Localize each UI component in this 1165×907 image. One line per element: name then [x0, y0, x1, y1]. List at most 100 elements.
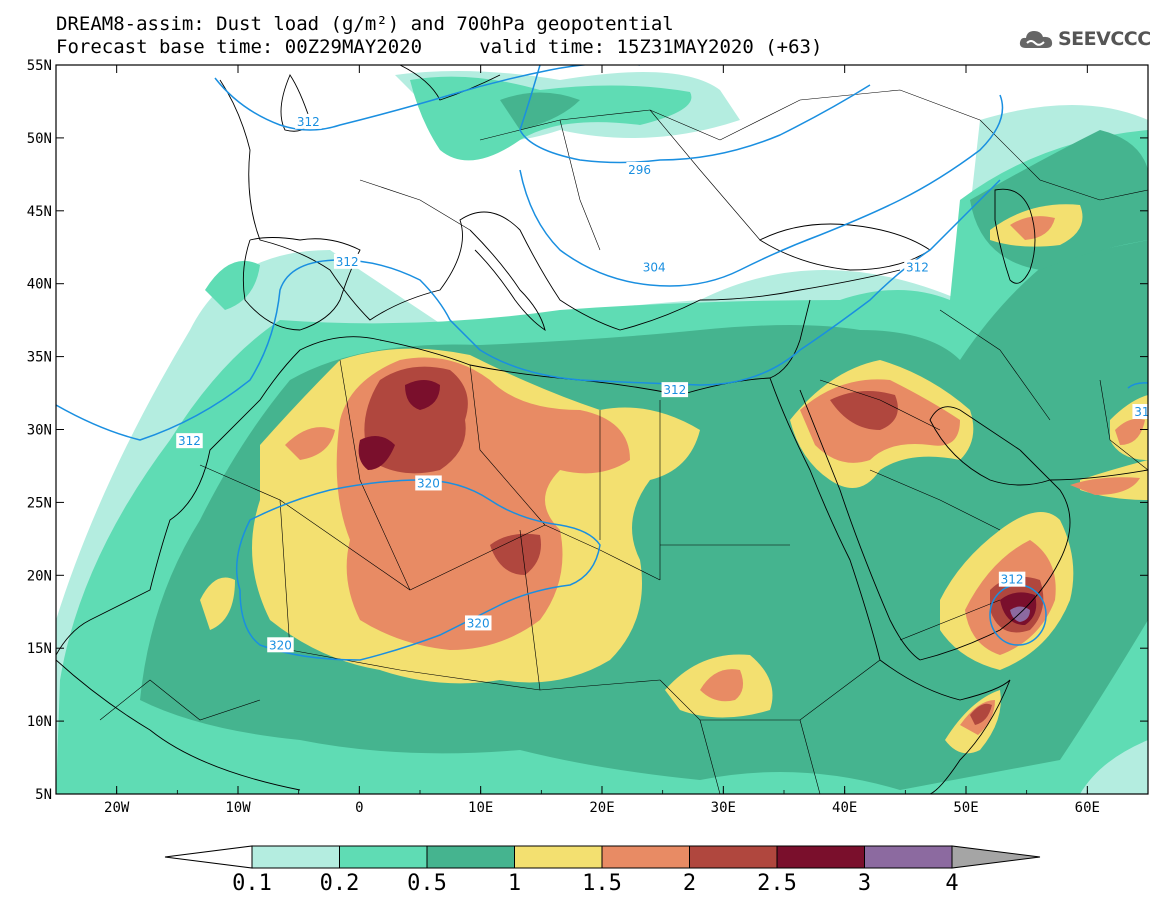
dust-level-1.5-iran	[1070, 477, 1140, 495]
geopotential-contours	[56, 65, 1148, 661]
coastline-horn-africa	[879, 659, 1011, 794]
border-12	[819, 379, 941, 431]
contour-label: 304	[643, 261, 666, 275]
dust-level-0.2-iberia	[205, 260, 260, 310]
coastline-red-sea-east	[799, 389, 921, 661]
contour-label-bg	[176, 433, 203, 449]
contour-label: 320	[417, 476, 440, 490]
contour-320	[235, 479, 601, 661]
contour-312-north	[214, 65, 640, 131]
dust-level-2-sahel	[490, 533, 541, 575]
x-tick-label: 10W	[225, 800, 251, 816]
contour-label: 320	[467, 616, 490, 630]
border-13	[869, 469, 1001, 531]
y-tick-label: 45N	[27, 204, 52, 220]
x-tick-label: 50E	[953, 800, 978, 816]
dust-level-2.5-b	[358, 436, 395, 470]
colorbar-label: 4	[945, 871, 958, 896]
contour-label-bg	[464, 615, 492, 631]
contour-label: 31	[1134, 405, 1149, 419]
colorbar-under-triangle	[164, 845, 253, 869]
forecast-time-label: Forecast base time: 00Z29MAY2020 valid t…	[56, 36, 823, 58]
contour-label: 312	[297, 115, 320, 129]
x-tick-label: 10E	[468, 800, 493, 816]
map-title: DREAM8-assim: Dust load (g/m²) and 700hP…	[56, 13, 674, 35]
contour-label-bg	[998, 571, 1026, 587]
contour-label: 312	[663, 383, 686, 397]
border-22	[979, 119, 1148, 201]
contour-label-bg	[626, 161, 653, 177]
contour-label: 312	[178, 434, 201, 448]
dust-level-2-somalia	[970, 703, 992, 725]
y-tick-label: 15N	[27, 641, 52, 657]
coastline-arabia-south	[919, 449, 1071, 661]
colorbar-swatch	[514, 845, 603, 869]
colorbar-label: 1.5	[582, 871, 622, 896]
border-9	[519, 529, 541, 691]
x-axis: 20W 10W 0 10E 20E 30E 40E 50E 60E	[55, 65, 1149, 816]
y-tick-label: 50N	[27, 131, 52, 147]
contour-label-bg	[415, 475, 442, 491]
coastline-nw-africa	[56, 336, 681, 656]
border-23	[99, 679, 261, 721]
dust-level-1.5-caucasus	[1010, 216, 1055, 240]
colorbar: 0.1 0.2 0.5 1 1.5 2 2.5 3 4	[164, 845, 1041, 896]
x-tick-label: 0	[355, 800, 363, 816]
border-24	[699, 719, 721, 794]
colorbar-label: 2.5	[757, 871, 797, 896]
contour-312-west	[56, 179, 1001, 441]
border-19	[649, 109, 761, 241]
x-tick-label: 40E	[832, 800, 857, 816]
border-3	[339, 359, 411, 591]
coastlines	[56, 65, 1148, 794]
colorbar-over-triangle	[951, 845, 1041, 869]
dust-level-1.5-east	[1115, 418, 1145, 445]
border-21	[719, 89, 981, 141]
contour-312-oman	[989, 584, 1047, 646]
dust-level-1.5-sudan	[700, 669, 744, 702]
colorbar-swatch	[601, 845, 690, 869]
y-tick-label: 20N	[27, 568, 52, 584]
contour-label: 312	[906, 261, 929, 275]
dust-level-0.5-north	[500, 92, 580, 130]
colorbar-swatch	[776, 845, 865, 869]
coastline-persian-gulf	[929, 406, 1148, 486]
contour-labels: 312 312 312 312 312 31 320 320 320 304 296 312	[176, 113, 1149, 653]
border-20	[359, 179, 471, 231]
coastline-italy	[469, 229, 546, 332]
colorbar-swatch	[689, 845, 778, 869]
border-14	[899, 599, 1001, 641]
border-25	[799, 719, 821, 794]
x-tick-label: 20E	[589, 800, 614, 816]
coastline-caspian	[994, 188, 1036, 284]
contour-31x-east	[1127, 382, 1148, 389]
border-15	[939, 309, 1051, 421]
contour-label: 296	[628, 163, 651, 177]
y-tick-label: 10N	[27, 714, 52, 730]
border-5	[544, 524, 661, 581]
y-tick-label: 35N	[27, 350, 52, 366]
y-tick-label: 40N	[27, 277, 52, 293]
colorbar-label: 1	[508, 871, 521, 896]
dust-level-2.5	[405, 380, 440, 410]
colorbar-label: 0.2	[320, 871, 360, 896]
border-4	[469, 364, 546, 526]
coastline-scandinavia	[399, 65, 501, 101]
colorbar-label: 3	[858, 871, 871, 896]
colorbar-swatch	[864, 845, 953, 869]
logo-text: SEEVCCC	[1058, 28, 1151, 50]
y-tick-label: 30N	[27, 423, 52, 439]
dust-load-field	[56, 71, 1148, 794]
border-16	[1099, 379, 1148, 471]
coastline-gulf-guinea	[56, 659, 301, 791]
x-tick-label: 20W	[104, 800, 130, 816]
colorbar-label: 2	[683, 871, 696, 896]
y-tick-label: 25N	[27, 495, 52, 511]
contour-label-bg	[661, 382, 689, 398]
coastline-red-sea-west	[769, 377, 881, 661]
coastline-europe	[219, 79, 901, 331]
x-tick-label: 60E	[1075, 800, 1100, 816]
contour-label-bg	[295, 113, 322, 129]
contour-label-bg	[1132, 404, 1148, 420]
